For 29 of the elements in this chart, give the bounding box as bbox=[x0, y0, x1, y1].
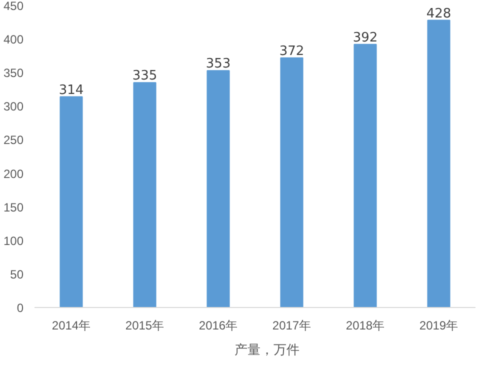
y-tick-label: 250 bbox=[3, 133, 24, 148]
bar bbox=[427, 20, 450, 308]
x-tick-label: 2018年 bbox=[346, 318, 385, 332]
y-tick-label: 200 bbox=[3, 166, 24, 181]
y-tick-label: 50 bbox=[10, 267, 24, 282]
data-label: 372 bbox=[279, 44, 304, 59]
x-tick-label: 2016年 bbox=[198, 318, 238, 332]
data-label: 353 bbox=[206, 56, 231, 72]
text: 产量，万件 bbox=[234, 341, 300, 359]
y-tick-label: 100 bbox=[3, 234, 24, 248]
data-label: 428 bbox=[426, 6, 452, 22]
bar bbox=[280, 57, 304, 308]
x-tick-label: 2019年 bbox=[419, 318, 458, 332]
y-tick-label: 400 bbox=[3, 32, 24, 47]
bar bbox=[133, 82, 156, 308]
x-tick-label: 2014年 bbox=[52, 318, 91, 332]
bar bbox=[60, 96, 83, 308]
y-tick-label: 350 bbox=[3, 66, 24, 80]
y-tick-label: 300 bbox=[3, 100, 24, 114]
y-tick-label: 150 bbox=[3, 200, 24, 214]
data-label: 314 bbox=[58, 82, 84, 98]
y-tick-label: 0 bbox=[16, 301, 24, 315]
data-label: 335 bbox=[132, 68, 158, 84]
bar bbox=[206, 70, 230, 308]
x-tick-label: 2017年 bbox=[272, 318, 312, 332]
bar bbox=[354, 44, 377, 308]
y-tick-label: 450 bbox=[3, 0, 24, 13]
x-tick-label: 2015年 bbox=[125, 318, 164, 332]
data-label: 392 bbox=[352, 30, 378, 46]
